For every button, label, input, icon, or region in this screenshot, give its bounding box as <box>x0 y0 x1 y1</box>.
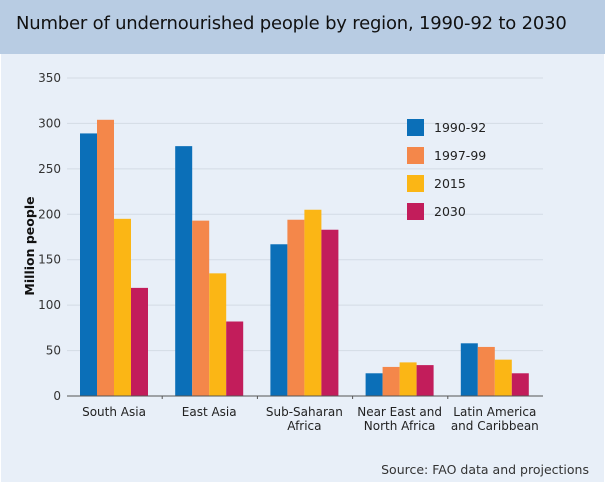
legend-label: 1997-99 <box>434 148 486 163</box>
legend-swatch-1990-92 <box>407 119 424 136</box>
legend-label: 1990-92 <box>434 120 486 135</box>
bar-2015-2 <box>304 209 322 396</box>
bar-2015-1 <box>209 273 227 396</box>
bar-1990-92-1 <box>175 146 193 396</box>
legend-swatch-2030 <box>407 203 424 220</box>
category-label: East Asia <box>182 405 237 419</box>
bar-2015-0 <box>114 218 131 396</box>
category-label: Near East and <box>357 405 442 419</box>
chart-title: Number of undernourished people by regio… <box>16 13 567 34</box>
category-label: South Asia <box>82 405 146 419</box>
bar-2015-4 <box>494 359 512 396</box>
bar-1990-92-0 <box>80 133 97 396</box>
legend-swatch-2015 <box>407 175 424 192</box>
bar-1990-92-2 <box>270 244 288 396</box>
y-axis-ticks: 0 50 100 150 200 250 300 350 <box>38 71 61 403</box>
y-tick-label: 300 <box>38 116 61 130</box>
bar-1990-92-4 <box>460 343 478 396</box>
bar-2030-1 <box>226 321 244 396</box>
bar-1990-92-3 <box>365 373 383 396</box>
bar-2015-3 <box>399 362 417 396</box>
bar-1997-99-2 <box>287 219 305 396</box>
source-note: Source: FAO data and projections <box>381 462 589 477</box>
category-label: Latin America <box>453 405 536 419</box>
y-tick-label: 50 <box>46 344 61 358</box>
bar-2030-4 <box>511 373 529 396</box>
y-tick-label: 0 <box>53 389 61 403</box>
bar-2030-2 <box>321 229 339 396</box>
legend-label: 2015 <box>434 176 466 191</box>
y-tick-label: 150 <box>38 253 61 267</box>
y-tick-label: 250 <box>38 162 61 176</box>
category-label: North Africa <box>364 419 436 433</box>
x-axis <box>67 395 543 399</box>
bar-1997-99-4 <box>477 346 495 396</box>
chart-header: Number of undernourished people by regio… <box>0 0 605 54</box>
category-label: and Caribbean <box>451 419 539 433</box>
bar-2030-0 <box>131 287 148 396</box>
bar-1997-99-3 <box>382 366 400 396</box>
bar-1997-99-1 <box>192 220 210 396</box>
bar-1997-99-0 <box>97 119 114 397</box>
y-tick-label: 350 <box>38 71 61 85</box>
category-label: Africa <box>287 419 321 433</box>
bars <box>80 119 529 397</box>
y-axis-label: Million people <box>22 196 37 295</box>
legend: 1990-92 1997-99 2015 2030 <box>407 119 486 220</box>
category-label: Sub-Saharan <box>266 405 343 419</box>
legend-swatch-1997-99 <box>407 147 424 164</box>
y-tick-label: 100 <box>38 298 61 312</box>
bar-2030-3 <box>416 365 434 396</box>
y-tick-label: 200 <box>38 207 61 221</box>
legend-label: 2030 <box>434 204 466 219</box>
